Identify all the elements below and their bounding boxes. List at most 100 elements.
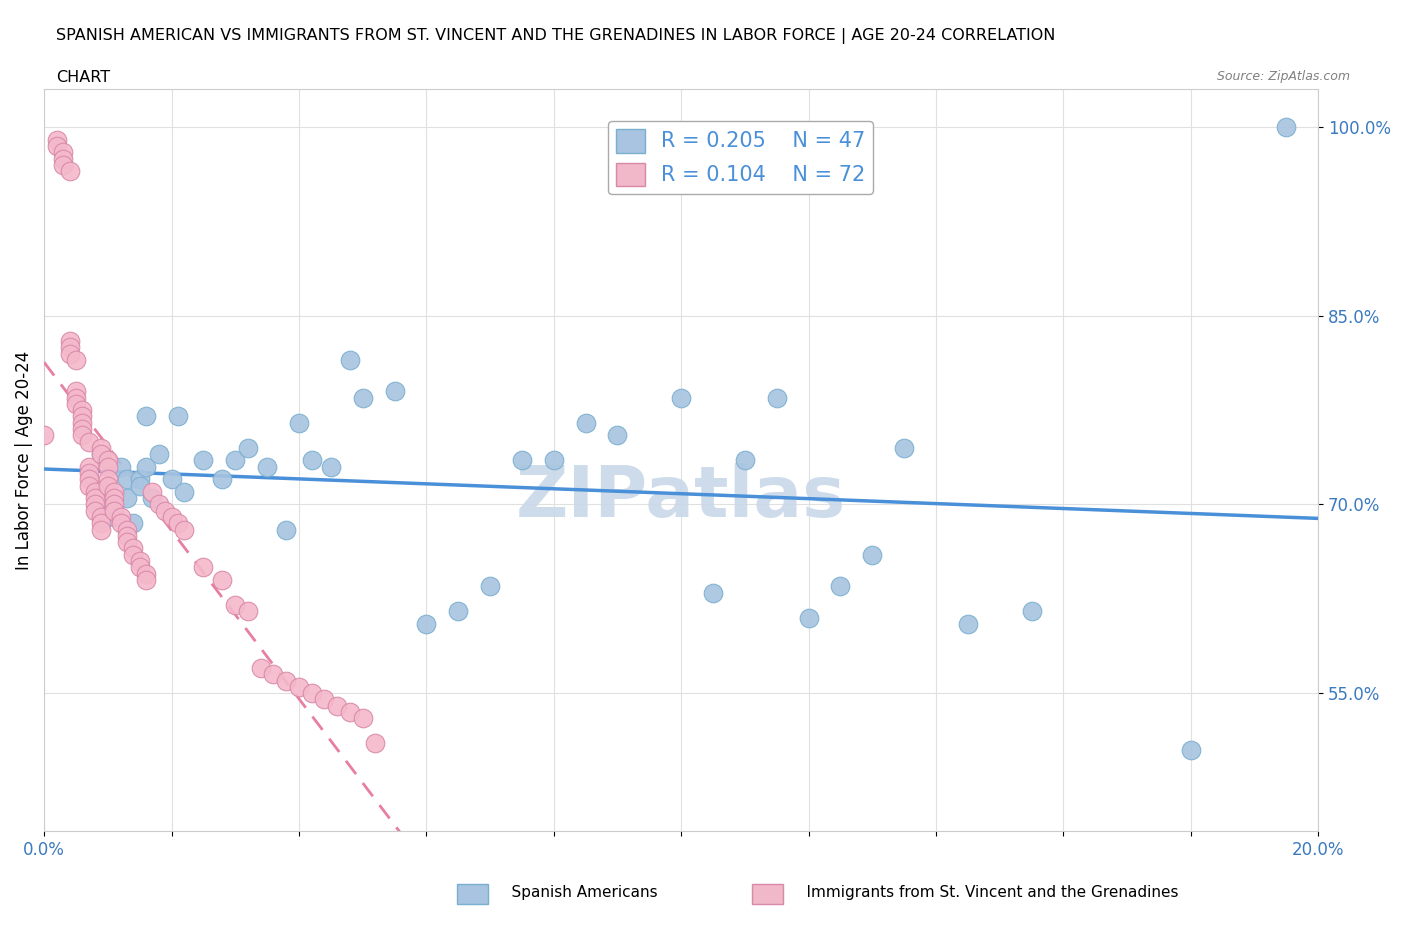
Point [103, 497, 125, 512]
Point [97, 478, 120, 493]
Point [211, 472, 233, 486]
Point [110, 516, 132, 531]
Point [135, 573, 157, 588]
Point [110, 510, 132, 525]
Point [860, 548, 883, 563]
Point [167, 409, 190, 424]
Legend: R = 0.205    N = 47, R = 0.104    N = 72: R = 0.205 N = 47, R = 0.104 N = 72 [609, 122, 873, 194]
Point [702, 585, 724, 600]
Point [90, 446, 112, 461]
Point [58, 339, 80, 354]
Point [72, 403, 94, 418]
Text: Immigrants from St. Vincent and the Grenadines: Immigrants from St. Vincent and the Gren… [787, 885, 1178, 900]
Point [65, 384, 87, 399]
Point [72, 409, 94, 424]
Point [52, 152, 75, 166]
Point [84, 491, 107, 506]
Point [115, 535, 138, 550]
Point [211, 573, 233, 588]
Point [122, 516, 145, 531]
Point [956, 617, 979, 631]
Y-axis label: In Labor Force | Age 20-24: In Labor Force | Age 20-24 [15, 351, 32, 570]
Point [77, 459, 100, 474]
Point [84, 485, 107, 499]
Point [1021, 604, 1043, 618]
Point [65, 390, 87, 405]
Point [115, 472, 138, 486]
Point [830, 578, 852, 593]
Point [893, 441, 915, 456]
Point [301, 685, 323, 700]
Point [326, 698, 349, 713]
Point [97, 459, 120, 474]
Point [224, 598, 246, 613]
Point [288, 416, 311, 431]
Point [135, 459, 157, 474]
Point [249, 660, 271, 675]
Point [128, 478, 150, 493]
Point [58, 346, 80, 361]
Point [339, 705, 361, 720]
Point [90, 446, 112, 461]
Point [72, 421, 94, 436]
Point [510, 453, 533, 468]
Point [301, 453, 323, 468]
Point [384, 384, 406, 399]
Point [224, 453, 246, 468]
Point [90, 510, 112, 525]
Point [141, 485, 163, 499]
Point [32, 428, 55, 443]
Point [72, 416, 94, 431]
Text: CHART: CHART [56, 70, 110, 85]
Point [77, 472, 100, 486]
Point [606, 428, 628, 443]
Point [77, 478, 100, 493]
Point [115, 528, 138, 543]
Point [543, 453, 565, 468]
Point [415, 617, 437, 631]
Point [97, 453, 120, 468]
Point [77, 434, 100, 449]
Point [72, 428, 94, 443]
Point [364, 736, 387, 751]
Point [122, 548, 145, 563]
Text: Source: ZipAtlas.com: Source: ZipAtlas.com [1216, 70, 1350, 83]
Point [84, 503, 107, 518]
Point [167, 516, 190, 531]
Point [103, 485, 125, 499]
Point [1180, 742, 1202, 757]
Point [52, 157, 75, 172]
Point [479, 578, 502, 593]
Point [447, 604, 470, 618]
Point [58, 334, 80, 349]
Point [84, 497, 107, 512]
Point [276, 673, 298, 688]
Point [90, 441, 112, 456]
Point [160, 472, 183, 486]
Point [148, 446, 170, 461]
Point [103, 503, 125, 518]
Point [765, 390, 787, 405]
Point [173, 522, 195, 537]
Text: SPANISH AMERICAN VS IMMIGRANTS FROM ST. VINCENT AND THE GRENADINES IN LABOR FORC: SPANISH AMERICAN VS IMMIGRANTS FROM ST. … [56, 28, 1056, 44]
Point [128, 472, 150, 486]
Point [90, 522, 112, 537]
Point [65, 396, 87, 411]
Point [669, 390, 692, 405]
Text: ZIPatlas: ZIPatlas [516, 463, 846, 532]
Point [339, 352, 361, 367]
Point [276, 522, 298, 537]
Point [148, 497, 170, 512]
Point [135, 566, 157, 581]
Point [314, 692, 336, 707]
Point [262, 667, 284, 682]
Point [575, 416, 598, 431]
Point [734, 453, 756, 468]
Point [352, 390, 374, 405]
Point [58, 164, 80, 179]
Point [193, 453, 215, 468]
Point [160, 510, 183, 525]
Point [128, 560, 150, 575]
Point [97, 503, 120, 518]
Point [65, 352, 87, 367]
